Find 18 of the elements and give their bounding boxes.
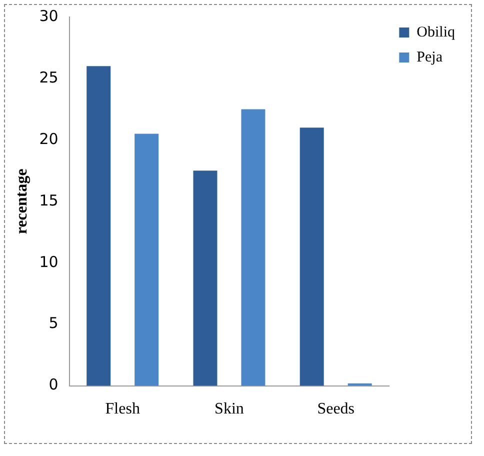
bar bbox=[241, 109, 266, 386]
y-tick-label: 30 bbox=[39, 6, 58, 25]
bar bbox=[134, 134, 159, 386]
y-tick-label: 5 bbox=[48, 314, 58, 332]
legend-label: Peja bbox=[416, 49, 443, 66]
y-tick-label: 10 bbox=[39, 252, 58, 271]
bar bbox=[300, 128, 324, 386]
bar bbox=[193, 170, 218, 386]
bar bbox=[86, 66, 111, 386]
legend-label: Obiliq bbox=[416, 24, 456, 40]
y-tick-label: 20 bbox=[39, 130, 58, 148]
y-tick-label: 25 bbox=[39, 68, 58, 86]
y-tick-label: 15 bbox=[39, 191, 58, 210]
y-tick-label: 0 bbox=[48, 376, 58, 394]
x-tick-label: Skin bbox=[214, 400, 244, 418]
x-tick-label: Flesh bbox=[105, 400, 140, 418]
x-tick-label: Seeds bbox=[317, 400, 355, 418]
y-axis-title: recentage bbox=[14, 168, 31, 234]
